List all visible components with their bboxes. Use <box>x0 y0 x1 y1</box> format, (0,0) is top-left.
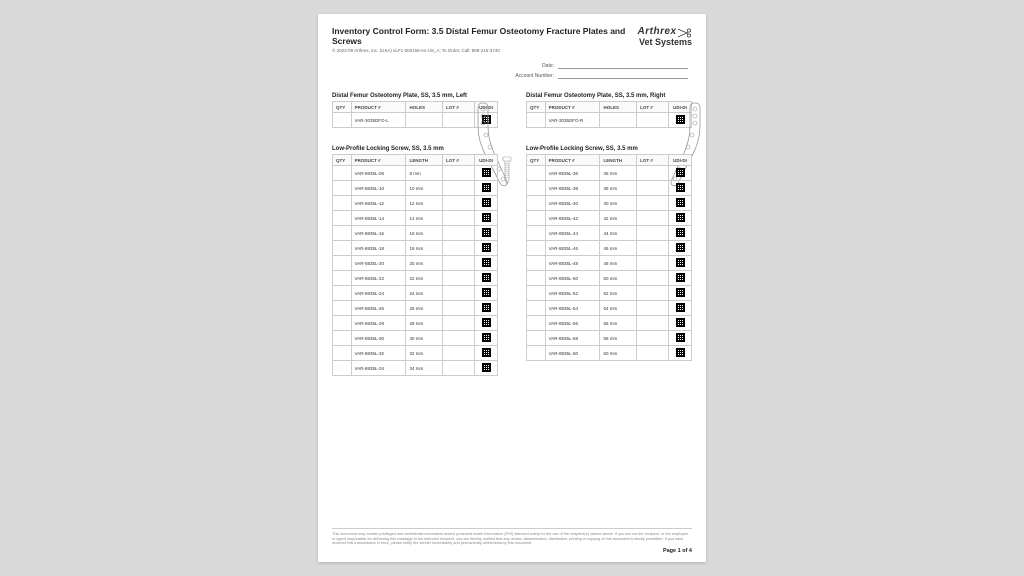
col-lot: LOT # <box>443 102 475 113</box>
form-fields: Date: Account Number: <box>332 63 692 79</box>
qr-icon <box>676 303 685 312</box>
col-qty: QTY <box>333 102 352 113</box>
qr-icon <box>676 243 685 252</box>
screw-right-block: Low-Profile Locking Screw, SS, 3.5 mm QT… <box>526 146 692 376</box>
table-row: VAR-8835L-3434 mm <box>333 361 498 376</box>
table-row: VAR-8835L-4040 mm <box>527 196 692 211</box>
screw-left-table: QTYPRODUCT #LENGTHLOT #UDI-DI VAR-8835L-… <box>332 154 498 376</box>
plate-left-block: Distal Femur Osteotomy Plate, SS, 3.5 mm… <box>332 93 498 128</box>
qr-icon <box>482 273 491 282</box>
copyright-text: © 2023-09 Arthrex, Inc. (USA) vLF1-00015… <box>332 48 638 53</box>
screw-left-block: Low-Profile Locking Screw, SS, 3.5 mm QT… <box>332 146 498 376</box>
table-row: VAR-8835L-4848 mm <box>527 256 692 271</box>
logo-text-bottom: Vet Systems <box>638 38 692 48</box>
table-row: VAR-8835L-3838 mm <box>527 181 692 196</box>
qr-icon <box>482 228 491 237</box>
screws-section: Low-Profile Locking Screw, SS, 3.5 mm QT… <box>332 146 692 376</box>
qr-icon <box>676 198 685 207</box>
qr-icon <box>482 288 491 297</box>
company-logo: Arthrex Vet Systems <box>638 26 692 48</box>
table-row: VAR-8835L-088 mm <box>333 166 498 181</box>
plate-right-block: Distal Femur Osteotomy Plate, SS, 3.5 mm… <box>526 93 692 128</box>
page-title: Inventory Control Form: 3.5 Distal Femur… <box>332 26 638 46</box>
qr-icon <box>482 333 491 342</box>
table-row: VAR-8835L-5252 mm <box>527 286 692 301</box>
table-row: VAR-8835L-4646 mm <box>527 241 692 256</box>
table-row: VAR-8835L-2424 mm <box>333 286 498 301</box>
table-row: VAR-8835L-1212 mm <box>333 196 498 211</box>
qr-icon <box>676 228 685 237</box>
plates-section: Distal Femur Osteotomy Plate, SS, 3.5 mm… <box>332 93 692 128</box>
qr-icon <box>482 168 491 177</box>
qr-icon <box>676 258 685 267</box>
table-row: VAR-8835L-5050 mm <box>527 271 692 286</box>
document-page: Inventory Control Form: 3.5 Distal Femur… <box>318 14 706 562</box>
table-row: VAR-8835L-4444 mm <box>527 226 692 241</box>
table-row: VAR-8835L-5656 mm <box>527 316 692 331</box>
plate-left-title: Distal Femur Osteotomy Plate, SS, 3.5 mm… <box>332 93 498 99</box>
table-row: VAR-8835L-2020 mm <box>333 256 498 271</box>
table-row: VAR-8835L-2828 mm <box>333 316 498 331</box>
plate-right-title: Distal Femur Osteotomy Plate, SS, 3.5 mm… <box>526 93 692 99</box>
table-row: VAR-8835L-4242 mm <box>527 211 692 226</box>
table-row: VAR-8835L-6060 mm <box>527 346 692 361</box>
table-row: VAR-8835L-2222 mm <box>333 271 498 286</box>
qr-icon <box>482 243 491 252</box>
qr-icon <box>676 168 685 177</box>
qr-icon <box>676 318 685 327</box>
disclaimer-text: This document may contain privileged and… <box>332 528 692 546</box>
table-row: VAR-8835L-1414 mm <box>333 211 498 226</box>
qr-icon <box>482 183 491 192</box>
qr-icon <box>482 213 491 222</box>
logo-text-top: Arthrex <box>638 26 677 37</box>
screw-right-title: Low-Profile Locking Screw, SS, 3.5 mm <box>526 146 692 152</box>
table-row: VAR-8835L-5858 mm <box>527 331 692 346</box>
screw-illustration <box>500 156 514 186</box>
col-holes: HOLES <box>406 102 443 113</box>
date-label: Date: <box>542 63 554 69</box>
table-row: VAR-8835L-2626 mm <box>333 301 498 316</box>
page-number: Page 1 of 4 <box>663 548 692 554</box>
account-label: Account Number: <box>515 73 554 79</box>
table-row: VAR-8835L-3636 mm <box>527 166 692 181</box>
qr-icon <box>676 288 685 297</box>
table-row: VAR-8835L-1010 mm <box>333 181 498 196</box>
table-row: VAR-8835L-1616 mm <box>333 226 498 241</box>
date-input-line[interactable] <box>558 63 688 69</box>
qr-icon <box>676 213 685 222</box>
qr-icon <box>676 333 685 342</box>
table-row: VAR-8835L-1818 mm <box>333 241 498 256</box>
table-row: VAR-8835L-3030 mm <box>333 331 498 346</box>
qr-icon <box>482 363 491 372</box>
screw-right-table: QTYPRODUCT #LENGTHLOT #UDI-DI VAR-8835L-… <box>526 154 692 361</box>
qr-icon <box>482 348 491 357</box>
qr-icon <box>676 183 685 192</box>
qr-icon <box>482 303 491 312</box>
header: Inventory Control Form: 3.5 Distal Femur… <box>332 26 692 53</box>
qr-icon <box>482 198 491 207</box>
qr-icon <box>676 348 685 357</box>
table-row: VAR-8835L-5454 mm <box>527 301 692 316</box>
table-row: VAR-8835L-3232 mm <box>333 346 498 361</box>
qr-icon <box>676 273 685 282</box>
screw-left-title: Low-Profile Locking Screw, SS, 3.5 mm <box>332 146 498 152</box>
col-product: PRODUCT # <box>351 102 406 113</box>
qr-icon <box>482 258 491 267</box>
account-input-line[interactable] <box>558 73 688 79</box>
qr-icon <box>482 318 491 327</box>
